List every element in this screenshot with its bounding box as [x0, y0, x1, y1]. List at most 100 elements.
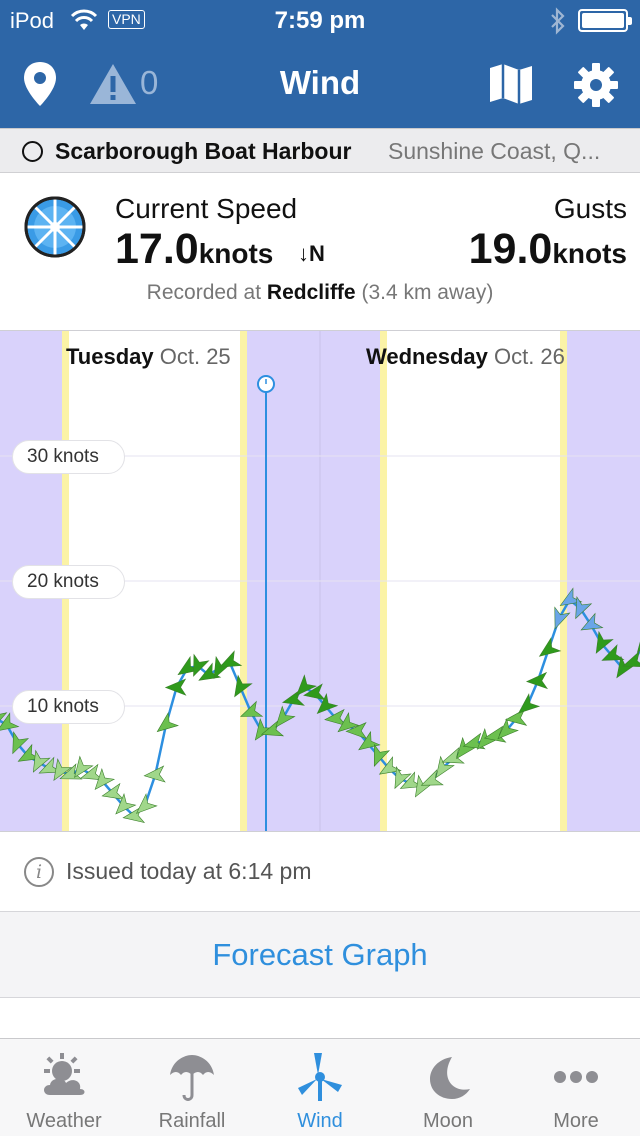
wind-direction-arrow [80, 763, 104, 781]
wind-direction-arrow [559, 587, 583, 607]
day-date: Oct. 25 [159, 344, 231, 369]
issued-row: i Issued today at 6:14 pm [0, 832, 640, 912]
wind-direction-arrow [518, 693, 541, 714]
wind-direction-arrow [373, 743, 391, 767]
page-title: Wind [279, 64, 361, 101]
day-date: Oct. 26 [493, 344, 565, 369]
wind-direction-arrow [538, 637, 562, 657]
forecast-graph-button[interactable]: Forecast Graph [212, 937, 428, 972]
direction-label: N [309, 241, 325, 266]
wind-direction-arrow [316, 693, 339, 715]
wind-direction-arrow [38, 756, 62, 774]
location-bar[interactable]: Scarborough Boat Harbour Sunshine Coast,… [0, 128, 640, 173]
wind-direction-arrow [303, 683, 326, 701]
tab-more[interactable]: More [512, 1039, 640, 1136]
wind-direction-arrow [275, 705, 296, 728]
wind-direction-arrow [164, 678, 187, 696]
wind-direction-arrow [420, 769, 444, 786]
station-name: Redcliffe [266, 281, 356, 304]
station-distance: (3.4 km away) [361, 281, 494, 304]
wind-direction-arrow [575, 596, 593, 620]
tab-bar: Weather Rainfall Wind Moon [0, 1038, 640, 1136]
speed-unit: knots [198, 238, 274, 269]
wind-direction-arrow [135, 793, 158, 814]
wind-direction-arrow [296, 674, 318, 696]
wind-direction-arrow [101, 782, 125, 800]
speed-number: 17.0 [115, 225, 199, 273]
umbrella-icon [170, 1055, 214, 1101]
location-region: Sunshine Coast, Q... [388, 138, 601, 164]
tab-label: More [553, 1110, 599, 1132]
gusts-number: 19.0 [468, 225, 553, 273]
wind-direction-arrow [0, 712, 20, 732]
current-wind-panel: Current Speed Gusts 17.0knots ↓N 19.0kno… [0, 173, 640, 331]
carrier-label: iPod [10, 8, 55, 33]
wind-direction-arrow [526, 671, 548, 690]
wind-wheel-icon [24, 196, 86, 258]
wind-direction-arrow [17, 743, 41, 762]
wind-direction-arrow [143, 765, 166, 783]
wind-direction-arrow [399, 771, 423, 789]
warning-icon[interactable] [88, 62, 138, 106]
forecast-graph-row: Forecast Graph [0, 912, 640, 998]
tab-wind[interactable]: Wind [256, 1039, 384, 1136]
bluetooth-icon [551, 7, 565, 35]
recorded-prefix: Recorded at [146, 281, 262, 304]
settings-gear-icon[interactable] [572, 61, 620, 109]
map-icon[interactable] [488, 62, 534, 106]
wind-direction-arrow [441, 747, 465, 764]
gusts-label: Gusts [553, 193, 627, 224]
battery-icon [578, 9, 632, 32]
tab-weather[interactable]: Weather [0, 1039, 128, 1136]
wind-direction-arrow [240, 700, 264, 717]
weather-icon [44, 1053, 85, 1095]
wind-direction-arrow [193, 653, 210, 677]
wind-direction-arrow [554, 606, 571, 630]
location-name: Scarborough Boat Harbour [55, 138, 352, 164]
location-pin-icon[interactable] [22, 60, 58, 108]
warnings-count[interactable]: 0 [140, 64, 159, 101]
current-speed-label: Current Speed [115, 193, 298, 224]
wind-direction-arrow [580, 612, 604, 631]
y-axis-label-10: 10 knots [12, 690, 125, 724]
wind-direction-arrow [595, 630, 614, 654]
wind-direction-arrow [94, 767, 116, 791]
wind-direction-arrow [156, 712, 179, 733]
tab-label: Weather [26, 1110, 102, 1132]
info-icon: i [24, 857, 54, 887]
y-axis-label-20: 20 knots [12, 565, 125, 599]
wind-direction-arrow [234, 674, 253, 698]
wind-direction-arrow [378, 756, 402, 775]
wifi-icon [70, 9, 98, 30]
wind-direction-arrow [74, 755, 94, 779]
tab-label: Wind [297, 1110, 343, 1132]
wind-direction-arrow [260, 719, 285, 737]
tab-label: Rainfall [158, 1110, 226, 1132]
wind-turbine-icon [298, 1053, 342, 1101]
moon-icon [430, 1057, 470, 1099]
wind-direction-arrow [0, 706, 8, 730]
wind-direction-arrow [345, 722, 368, 740]
status-bar: iPod VPN 7:59 pm [0, 0, 640, 40]
wind-direction-arrow [53, 758, 73, 782]
tab-moon[interactable]: Moon [384, 1039, 512, 1136]
wind-forecast-chart[interactable]: 30 knots 20 knots 10 knots Tuesday Oct. … [0, 330, 640, 832]
wind-direction-arrow [32, 749, 51, 773]
nav-bar: 0 Wind [0, 40, 640, 128]
gusts-unit: knots [552, 238, 627, 269]
wind-direction-arrow [213, 655, 232, 680]
tab-rainfall[interactable]: Rainfall [128, 1039, 256, 1136]
wind-direction-arrow [219, 650, 243, 668]
gusts-value: 19.0knots [469, 225, 627, 274]
vpn-badge: VPN [108, 10, 145, 29]
day-name: Wednesday [366, 344, 488, 369]
location-radio-icon [22, 141, 43, 162]
wind-direction-arrow [497, 718, 519, 740]
wind-direction-arrow [394, 765, 412, 790]
more-icon [554, 1071, 598, 1083]
day-label-tuesday: Tuesday Oct. 25 [66, 344, 231, 370]
status-time: 7:59 pm [274, 7, 366, 34]
current-speed-value: 17.0knots [115, 225, 273, 274]
wind-direction-arrow [115, 793, 137, 815]
direction-arrow-icon: ↓ [298, 241, 309, 266]
